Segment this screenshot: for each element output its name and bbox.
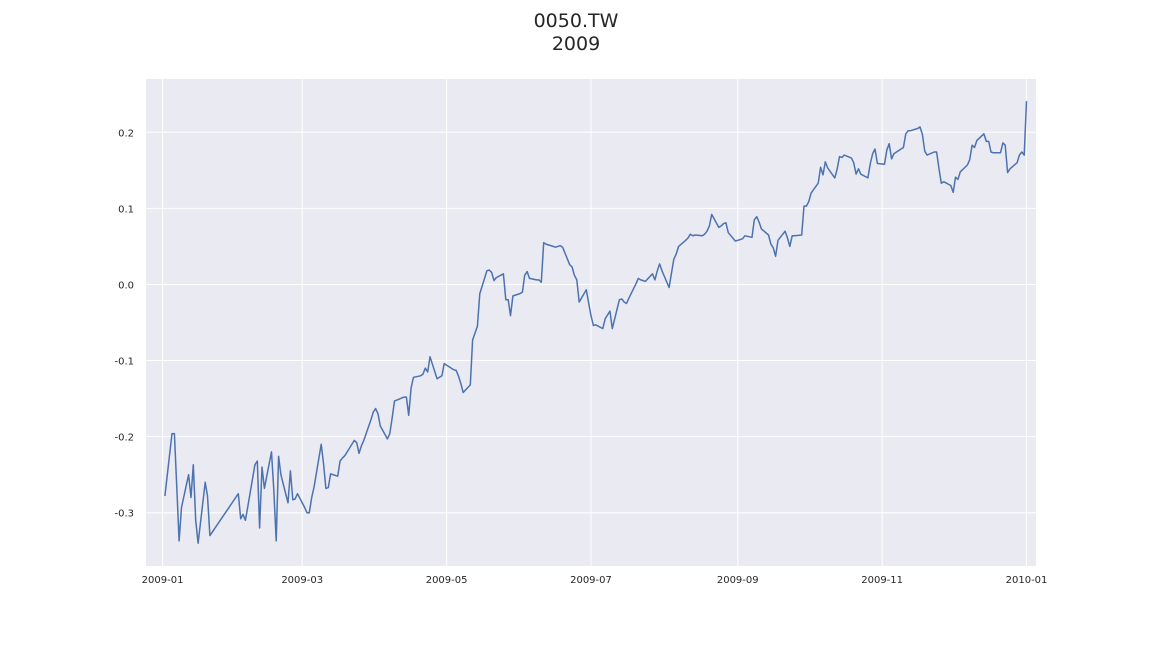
x-tick-label: 2009-11: [861, 575, 903, 586]
chart-title-ticker: 0050.TW: [533, 10, 619, 32]
y-tick-label: 0.0: [118, 280, 134, 291]
y-axis-ticks: -0.3 -0.2 -0.1 0.0 0.1 0.2: [114, 128, 134, 519]
x-tick-label: 2009-01: [142, 575, 184, 586]
x-tick-label: 2009-05: [426, 575, 468, 586]
y-tick-label: 0.1: [118, 204, 134, 215]
x-tick-label: 2010-01: [1006, 575, 1048, 586]
x-tick-label: 2009-03: [281, 575, 323, 586]
series-line: [164, 101, 1028, 544]
y-tick-label: 0.2: [118, 128, 134, 139]
grid-lines: [146, 79, 1036, 566]
y-tick-label: -0.2: [114, 433, 134, 444]
x-tick-label: 2009-09: [717, 575, 759, 586]
y-tick-label: -0.3: [114, 509, 134, 520]
x-tick-label: 2009-07: [570, 575, 612, 586]
x-axis-ticks: 2009-01 2009-03 2009-05 2009-07 2009-09 2009-…: [142, 575, 1048, 586]
y-tick-label: -0.1: [114, 357, 134, 368]
chart-title-year: 2009: [551, 33, 601, 55]
